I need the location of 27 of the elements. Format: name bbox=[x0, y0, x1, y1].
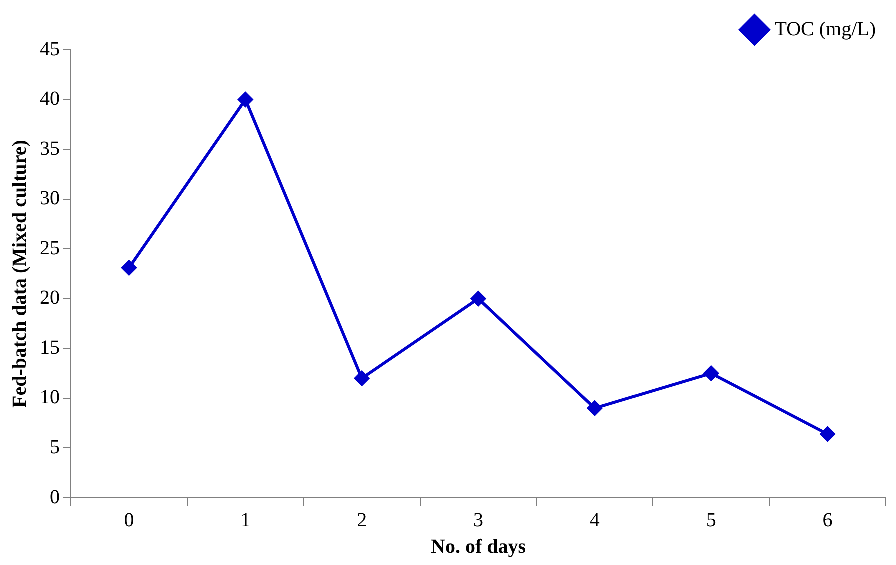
point bbox=[238, 92, 254, 108]
point bbox=[354, 371, 370, 386]
y-tick-label: 15 bbox=[40, 336, 60, 359]
y-tick-label: 40 bbox=[40, 88, 60, 110]
y-tick-label: 45 bbox=[40, 38, 60, 60]
x-tick-label: 1 bbox=[240, 509, 251, 532]
y-tick-label: 25 bbox=[40, 237, 60, 260]
point bbox=[587, 400, 602, 416]
x-tick-label: 6 bbox=[822, 509, 833, 532]
point bbox=[704, 366, 719, 382]
x-axis-title: No. of days bbox=[430, 536, 526, 558]
x-tick-label: 3 bbox=[474, 509, 484, 532]
y-tick-label: 5 bbox=[50, 436, 60, 458]
point bbox=[122, 260, 137, 276]
y-tick-label: 30 bbox=[40, 188, 60, 210]
x-tick-label: 4 bbox=[590, 509, 600, 532]
y-axis-title: Fed-batch data (Mixed culture) bbox=[9, 140, 32, 408]
point bbox=[820, 426, 836, 442]
y-tick-label: 20 bbox=[40, 287, 60, 310]
y-tick-label: 35 bbox=[40, 138, 60, 160]
x-tick-label: 0 bbox=[124, 509, 134, 532]
legend-label: TOC (mg/L) bbox=[774, 18, 876, 40]
y-tick-label: 0 bbox=[50, 486, 60, 508]
x-tick-label: 2 bbox=[357, 509, 368, 532]
y-tick-label: 10 bbox=[40, 386, 60, 409]
x-tick-label: 5 bbox=[706, 509, 716, 532]
point bbox=[471, 291, 486, 306]
